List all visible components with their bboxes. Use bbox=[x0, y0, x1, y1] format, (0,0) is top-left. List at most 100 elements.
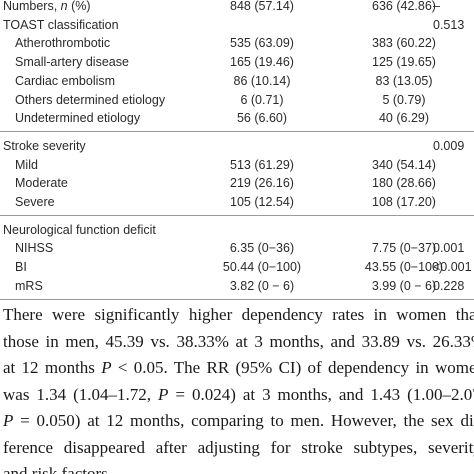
text-segment: those in men, 45.39 vs. 38.33% at 3 mont… bbox=[3, 331, 474, 351]
table-row: Undetermined etiology 56 (6.60) 40 (6.29) bbox=[0, 109, 474, 128]
row-label: TOAST classification bbox=[3, 16, 119, 35]
text-segment: Mild bbox=[15, 157, 38, 172]
table-cell: 0.228 bbox=[433, 278, 465, 293]
text-segment: Atherothrombotic bbox=[15, 36, 111, 51]
table-rule bbox=[0, 298, 474, 300]
row-label: Small-artery disease bbox=[15, 53, 129, 72]
text-segment: Moderate bbox=[15, 176, 68, 191]
table-row: Small-artery disease 165 (19.46) 125 (19.6… bbox=[0, 53, 474, 72]
table-cell: 0.001 bbox=[433, 241, 465, 256]
text-segment: P bbox=[3, 411, 14, 430]
table-row: Atherothrombotic 535 (63.09) 383 (60.22) bbox=[0, 34, 474, 53]
row-label: Others determined etiology bbox=[15, 91, 165, 110]
table-cell: 125 (19.65) bbox=[372, 55, 436, 70]
text-segment: mRS bbox=[15, 278, 43, 293]
table-cell: 219 (26.16) bbox=[230, 176, 294, 191]
text-segment: was 1.34 (1.04–1.72, bbox=[3, 384, 159, 404]
table-cell: 3.99 (0 − 6) bbox=[371, 278, 437, 293]
table-cell: 0.513 bbox=[433, 17, 465, 32]
table-cell: 6.35 (0−36) bbox=[229, 241, 295, 256]
table-cell: 513 (61.29) bbox=[230, 157, 294, 172]
text-segment: Small-artery disease bbox=[15, 55, 129, 70]
text-segment: = 0.050) at 12 months, comparing to men.… bbox=[13, 411, 474, 430]
text-segment: (%) bbox=[67, 0, 91, 13]
row-label: Undetermined etiology bbox=[15, 109, 140, 128]
text-segment: and risk factors. bbox=[3, 464, 113, 474]
row-label: Mild bbox=[15, 156, 38, 175]
row-label: Stroke severity bbox=[3, 137, 86, 156]
text-segment: There were significantly higher dependen… bbox=[3, 305, 474, 324]
text-line: those in men, 45.39 vs. 38.33% at 3 mont… bbox=[3, 329, 474, 356]
table-row: mRS 3.82 (0 − 6) 3.99 (0 − 6) 0.228 bbox=[0, 277, 474, 296]
paragraph: There were significantly higher dependen… bbox=[3, 302, 474, 474]
table-cell: 3.82 (0 − 6) bbox=[229, 278, 295, 293]
table-cell: 848 (57.14) bbox=[230, 0, 294, 13]
text-line: P = 0.050) at 12 months, comparing to me… bbox=[3, 408, 474, 435]
row-label: NIHSS bbox=[15, 239, 53, 258]
table-cell: 636 (42.86) bbox=[372, 0, 436, 13]
table-rule bbox=[0, 214, 474, 216]
table-row: NIHSS 6.35 (0−36) 7.75 (0−37) 0.001 bbox=[0, 239, 474, 258]
text-segment: Undetermined etiology bbox=[15, 111, 141, 126]
text-line: There were significantly higher dependen… bbox=[3, 302, 474, 329]
table-row: Cardiac embolism 86 (10.14) 83 (13.05) bbox=[0, 72, 474, 91]
table-row: Moderate 219 (26.16) 180 (28.66) bbox=[0, 174, 474, 193]
row-label: Cardiac embolism bbox=[15, 72, 115, 91]
text-segment: Cardiac embolism bbox=[15, 73, 116, 88]
text-line: and risk factors. bbox=[3, 461, 474, 474]
text-segment: P bbox=[158, 384, 169, 404]
table-cell: 7.75 (0−37) bbox=[371, 241, 437, 256]
text-segment: NIHSS bbox=[15, 241, 54, 256]
text-segment: Stroke severity bbox=[3, 138, 86, 153]
row-label: Severe bbox=[15, 193, 55, 212]
table-cell: 383 (60.22) bbox=[372, 36, 436, 51]
row-label: BI bbox=[15, 258, 27, 277]
table-row: Numbers, n (%) 848 (57.14) 636 (42.86) – bbox=[0, 0, 474, 16]
table-cell: 50.44 (0−100) bbox=[222, 260, 302, 275]
table-cell: 5 (0.79) bbox=[382, 92, 426, 107]
table-cell: 535 (63.09) bbox=[230, 36, 294, 51]
text-segment: < 0.05. The RR (95% CI) of dependency in… bbox=[111, 358, 474, 377]
table-cell: 340 (54.14) bbox=[372, 157, 436, 172]
text-segment: Severe bbox=[15, 195, 55, 209]
text-segment: ference disappeared after adjusting for … bbox=[3, 437, 474, 457]
table-rule bbox=[0, 130, 474, 132]
table-cell: 0.009 bbox=[433, 138, 465, 153]
row-label: mRS bbox=[15, 277, 43, 296]
text-segment: Numbers, bbox=[3, 0, 61, 13]
text-segment: BI bbox=[15, 260, 27, 275]
text-segment: at 12 months bbox=[3, 358, 102, 377]
table-row: BI 50.44 (0−100) 43.55 (0−100) <0.001 bbox=[0, 258, 474, 277]
text-segment: n bbox=[60, 0, 68, 13]
text-line: was 1.34 (1.04–1.72, P = 0.024) at 3 mon… bbox=[3, 382, 474, 409]
text-segment: P bbox=[101, 358, 112, 377]
table-row: Stroke severity 0.009 bbox=[0, 137, 474, 156]
row-label: Neurological function deficit bbox=[3, 221, 156, 240]
text-line: ference disappeared after adjusting for … bbox=[3, 435, 474, 462]
table-cell: 108 (17.20) bbox=[372, 195, 436, 209]
table-row: TOAST classification 0.513 bbox=[0, 16, 474, 35]
row-label: Numbers, n (%) bbox=[3, 0, 91, 16]
table-cell: 40 (6.29) bbox=[378, 111, 430, 126]
row-label: Atherothrombotic bbox=[15, 34, 110, 53]
table-row: Mild 513 (61.29) 340 (54.14) bbox=[0, 156, 474, 175]
table-cell: 180 (28.66) bbox=[372, 176, 436, 191]
text-segment: TOAST classification bbox=[3, 17, 119, 32]
table-row: Neurological function deficit bbox=[0, 221, 474, 240]
text-segment: = 0.024) at 3 months, and 1.43 (1.00–2.0… bbox=[168, 384, 474, 404]
table-cell: 43.55 (0−100) bbox=[364, 260, 444, 275]
table-cell: 105 (12.54) bbox=[230, 195, 294, 209]
table-cell: 165 (19.46) bbox=[230, 55, 294, 70]
table-cell: – bbox=[433, 0, 440, 13]
table-cell: 6 (0.71) bbox=[240, 92, 284, 107]
row-label: Moderate bbox=[15, 174, 68, 193]
text-line: at 12 months P < 0.05. The RR (95% CI) o… bbox=[3, 355, 474, 382]
table-cell: <0.001 bbox=[433, 260, 472, 275]
table-row: Others determined etiology 6 (0.71) 5 (0.7… bbox=[0, 91, 474, 110]
table-row: Severe 105 (12.54) 108 (17.20) bbox=[0, 193, 474, 212]
text-segment: Others determined etiology bbox=[15, 92, 166, 107]
table-cell: 83 (13.05) bbox=[375, 73, 433, 88]
table-cell: 86 (10.14) bbox=[233, 73, 291, 88]
table-cell: 56 (6.60) bbox=[236, 111, 288, 126]
